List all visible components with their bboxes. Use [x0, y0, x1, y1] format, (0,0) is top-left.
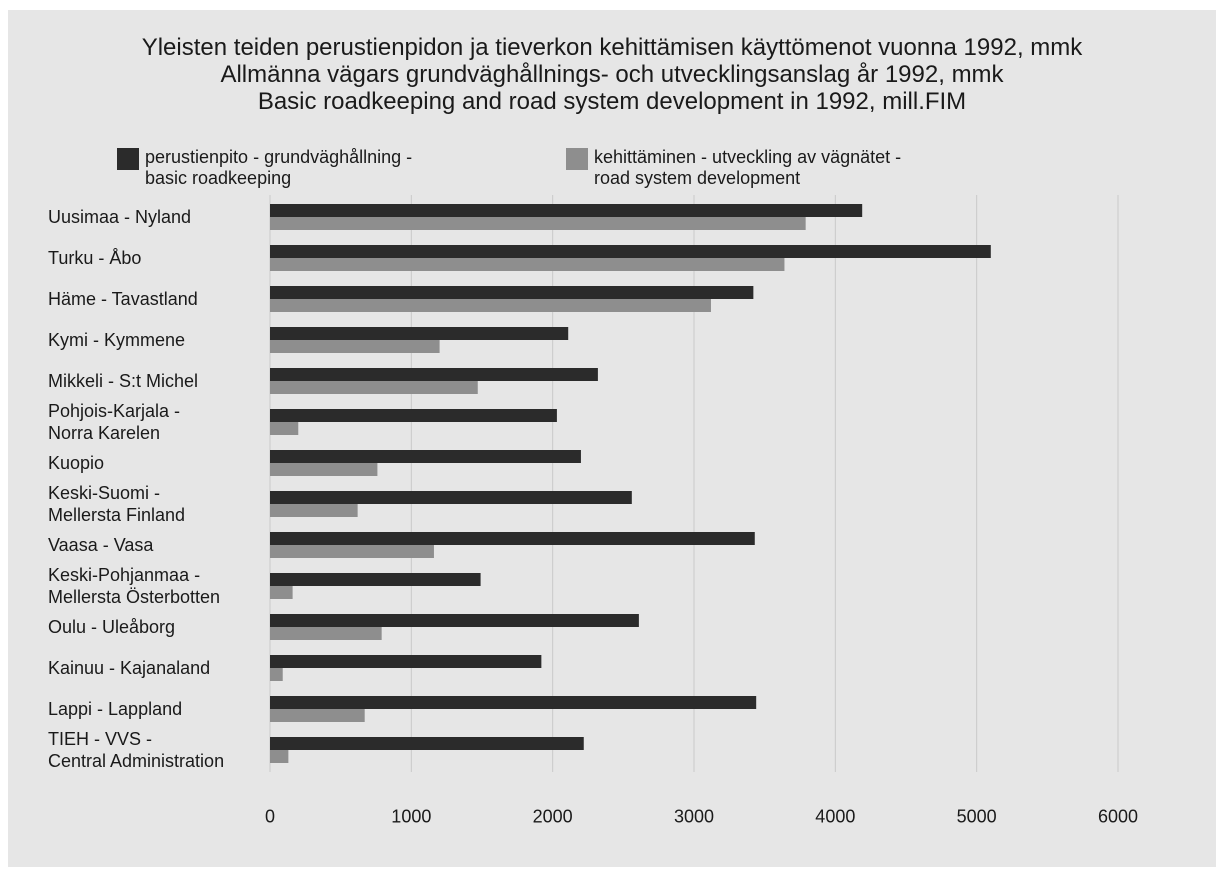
- x-tick-label: 2000: [532, 806, 573, 827]
- bar: [270, 545, 434, 558]
- y-tick-label: Keski-Pohjanmaa - Mellersta Österbotten: [48, 565, 221, 607]
- y-tick-label: Vaasa - Vasa: [48, 535, 154, 555]
- chart-title: Yleisten teiden perustienpidon ja tiever…: [141, 34, 1083, 115]
- bar: [270, 368, 598, 381]
- bar: [270, 299, 711, 312]
- bar: [270, 614, 639, 627]
- legend-label: kehittäminen - utveckling av vägnätet - …: [594, 147, 902, 188]
- bar: [270, 504, 358, 517]
- bar: [270, 655, 542, 668]
- y-tick-label: Kuopio: [48, 453, 105, 473]
- y-tick-label: Mikkeli - S:t Michel: [48, 371, 199, 391]
- bar: [270, 586, 293, 599]
- bar: [270, 327, 569, 340]
- y-tick-label: Lappi - Lappland: [48, 699, 183, 719]
- bar: [270, 573, 481, 586]
- bar: [270, 532, 755, 545]
- bar: [270, 709, 365, 722]
- background: [8, 10, 1216, 867]
- bar: [270, 217, 806, 230]
- bar: [270, 696, 757, 709]
- bar: [270, 340, 440, 353]
- bar: [270, 668, 283, 681]
- y-tick-label: Turku - Åbo: [48, 248, 142, 268]
- bar: [270, 286, 754, 299]
- bar: [270, 463, 378, 476]
- legend-swatch: [566, 148, 588, 170]
- legend-label: perustienpito - grundväghållning - basic…: [145, 147, 413, 188]
- bar: [270, 258, 785, 271]
- bar: [270, 450, 581, 463]
- y-tick-label: Häme - Tavastland: [48, 289, 198, 309]
- y-tick-label: Uusimaa - Nyland: [48, 207, 192, 227]
- x-tick-label: 1000: [391, 806, 432, 827]
- x-tick-label: 3000: [673, 806, 715, 827]
- bar: [270, 409, 557, 422]
- bar: [270, 491, 632, 504]
- y-tick-label: Oulu - Uleåborg: [48, 617, 176, 637]
- y-tick-label: TIEH - VVS - Central Administration: [48, 729, 225, 771]
- bar: [270, 737, 584, 750]
- bar: [270, 381, 478, 394]
- y-tick-label: Pohjois-Karjala - Norra Karelen: [48, 401, 181, 443]
- x-tick-label: 5000: [956, 806, 997, 827]
- bar: [270, 245, 991, 258]
- bar: [270, 204, 863, 217]
- x-tick-label: 4000: [815, 806, 856, 827]
- bar: [270, 627, 382, 640]
- bar: [270, 750, 289, 763]
- y-tick-label: Kymi - Kymmene: [48, 330, 186, 350]
- x-tick-label: 6000: [1097, 806, 1139, 827]
- y-tick-label: Kainuu - Kajanaland: [48, 658, 211, 678]
- legend-swatch: [117, 148, 139, 170]
- bar: [270, 422, 299, 435]
- x-tick-label: 0: [264, 806, 276, 827]
- y-tick-label: Keski-Suomi - Mellersta Finland: [48, 483, 186, 525]
